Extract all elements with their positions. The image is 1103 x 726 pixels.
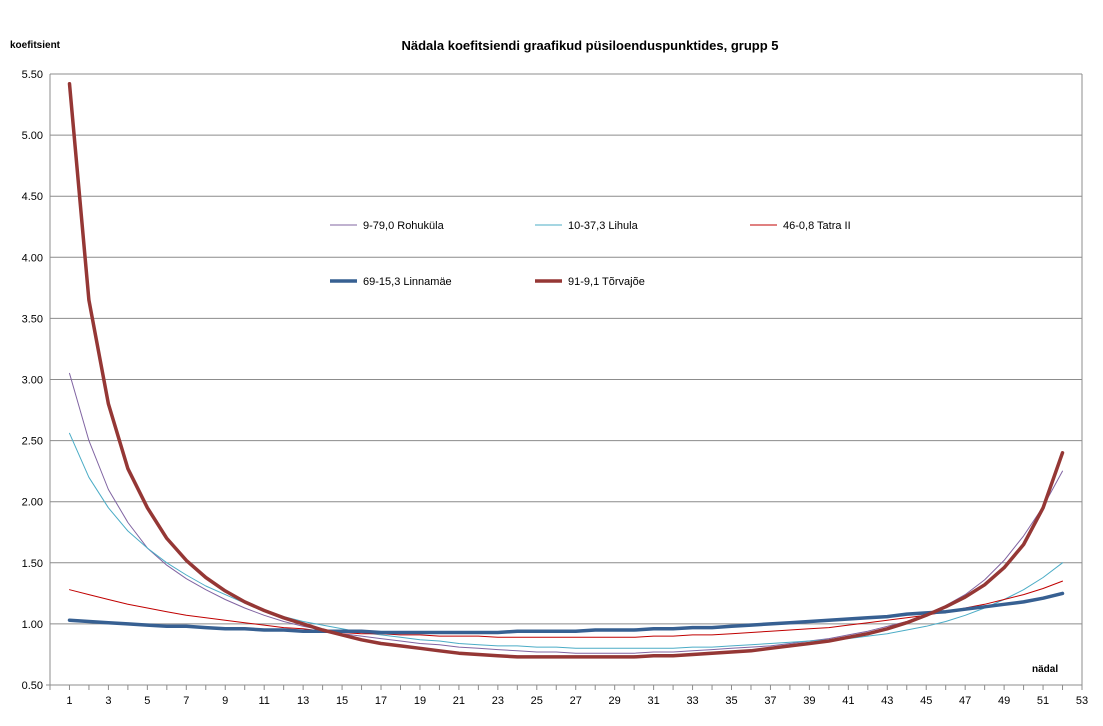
x-tick-label: 23 — [492, 695, 504, 707]
y-tick-label: 1.00 — [22, 619, 43, 631]
x-tick-label: 43 — [881, 695, 893, 707]
y-tick-label: 0.50 — [22, 680, 43, 692]
chart-title: Nädala koefitsiendi graafikud püsiloendu… — [401, 38, 778, 53]
axes — [46, 74, 1083, 690]
x-tick-label: 49 — [998, 695, 1010, 707]
series-line-2 — [69, 432, 1063, 649]
x-tick-label: 35 — [725, 695, 737, 707]
x-tick-label: 1 — [66, 695, 72, 707]
x-tick-label: 29 — [609, 695, 621, 707]
x-tick-label: 21 — [453, 695, 465, 707]
y-tick-label: 4.50 — [22, 191, 43, 203]
legend-label: 69-15,3 Linnamäe — [363, 276, 452, 288]
legend-label: 91-9,1 Tõrvajõe — [568, 276, 645, 288]
x-tick-label: 31 — [647, 695, 659, 707]
x-tick-label: 7 — [183, 695, 189, 707]
x-tick-label: 17 — [375, 695, 387, 707]
y-tick-label: 3.00 — [22, 375, 43, 387]
x-tick-label: 47 — [959, 695, 971, 707]
series-line-3 — [69, 580, 1063, 638]
x-tick-label: 39 — [803, 695, 815, 707]
series-lines — [67, 82, 1065, 659]
x-axis-label: nädal — [1032, 664, 1058, 675]
x-tick-label: 5 — [144, 695, 150, 707]
legend: 9-79,0 Rohuküla 10-37,3 Lihula 46-0,8 Tatr… — [330, 220, 851, 288]
x-tick-label: 51 — [1037, 695, 1049, 707]
y-tick-label: 2.50 — [22, 436, 43, 448]
legend-label: 46-0,8 Tatra II — [783, 220, 851, 232]
y-tick-label: 1.50 — [22, 558, 43, 570]
series-line-5 — [67, 82, 1065, 659]
x-tick-label: 13 — [297, 695, 309, 707]
x-tick-label: 41 — [842, 695, 854, 707]
y-tick-label: 2.00 — [22, 497, 43, 509]
x-tick-label: 15 — [336, 695, 348, 707]
series-line-1 — [69, 372, 1063, 654]
series-line-4 — [67, 591, 1065, 635]
x-tick-label: 45 — [920, 695, 932, 707]
x-tick-label: 19 — [414, 695, 426, 707]
legend-label: 10-37,3 Lihula — [568, 220, 639, 232]
y-tick-label: 5.00 — [22, 130, 43, 142]
legend-label: 9-79,0 Rohuküla — [363, 220, 445, 232]
y-tick-label: 5.50 — [22, 69, 43, 81]
x-tick-label: 3 — [105, 695, 111, 707]
x-tick-label: 53 — [1076, 695, 1088, 707]
x-tick-label: 25 — [531, 695, 543, 707]
x-tick-labels: 1 3 5 7 9 11 13 15 17 19 21 23 25 27 29 31 33 35 37 39 41 43 4… — [66, 695, 1088, 707]
y-tick-labels: 0.50 1.00 1.50 2.00 2.50 3.00 3.50 4.00 4.50 5.00… — [22, 69, 43, 692]
x-tick-label: 9 — [222, 695, 228, 707]
x-tick-label: 33 — [686, 695, 698, 707]
y-tick-label: 3.50 — [22, 313, 43, 325]
x-tick-label: 27 — [570, 695, 582, 707]
y-tick-label: 4.00 — [22, 252, 43, 264]
x-tick-label: 11 — [258, 695, 269, 707]
x-tick-label: 37 — [764, 695, 776, 707]
gridlines — [50, 73, 1082, 686]
y-axis-label: koefitsient — [10, 40, 61, 51]
